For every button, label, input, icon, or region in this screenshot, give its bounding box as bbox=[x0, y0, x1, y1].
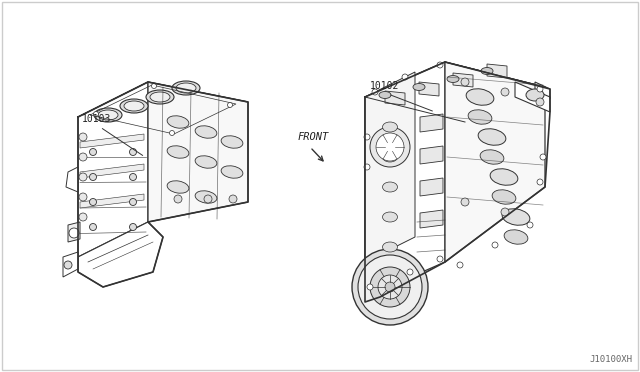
Ellipse shape bbox=[383, 242, 397, 252]
Polygon shape bbox=[63, 252, 78, 277]
Polygon shape bbox=[365, 62, 545, 122]
Ellipse shape bbox=[195, 126, 217, 138]
Polygon shape bbox=[453, 73, 473, 87]
Polygon shape bbox=[78, 82, 148, 257]
Circle shape bbox=[437, 256, 443, 262]
Ellipse shape bbox=[481, 67, 493, 74]
Ellipse shape bbox=[526, 89, 544, 101]
Polygon shape bbox=[80, 134, 144, 148]
Polygon shape bbox=[515, 82, 550, 112]
Ellipse shape bbox=[447, 76, 459, 83]
Text: 10103: 10103 bbox=[82, 114, 111, 124]
Circle shape bbox=[537, 86, 543, 92]
Circle shape bbox=[129, 173, 136, 180]
Polygon shape bbox=[68, 222, 80, 242]
Ellipse shape bbox=[383, 182, 397, 192]
Ellipse shape bbox=[150, 92, 170, 102]
Circle shape bbox=[537, 179, 543, 185]
Circle shape bbox=[461, 78, 469, 86]
Polygon shape bbox=[487, 64, 507, 78]
Circle shape bbox=[372, 89, 378, 95]
Ellipse shape bbox=[221, 136, 243, 148]
Polygon shape bbox=[445, 62, 545, 262]
Circle shape bbox=[536, 98, 544, 106]
Circle shape bbox=[64, 261, 72, 269]
Polygon shape bbox=[78, 82, 248, 137]
Circle shape bbox=[492, 242, 498, 248]
Circle shape bbox=[367, 284, 373, 290]
Ellipse shape bbox=[195, 156, 217, 168]
Ellipse shape bbox=[146, 90, 174, 104]
Circle shape bbox=[540, 154, 546, 160]
Circle shape bbox=[69, 228, 79, 238]
Circle shape bbox=[461, 198, 469, 206]
Polygon shape bbox=[419, 82, 439, 96]
Circle shape bbox=[370, 127, 410, 167]
Ellipse shape bbox=[480, 150, 504, 164]
Ellipse shape bbox=[478, 129, 506, 145]
Circle shape bbox=[358, 255, 422, 319]
Ellipse shape bbox=[383, 212, 397, 222]
Circle shape bbox=[90, 224, 97, 231]
Ellipse shape bbox=[176, 83, 196, 93]
Polygon shape bbox=[365, 62, 445, 297]
Circle shape bbox=[437, 62, 443, 68]
Ellipse shape bbox=[167, 181, 189, 193]
Polygon shape bbox=[535, 82, 550, 99]
Circle shape bbox=[79, 193, 87, 201]
Polygon shape bbox=[420, 178, 443, 196]
Circle shape bbox=[229, 195, 237, 203]
Ellipse shape bbox=[504, 230, 528, 244]
Circle shape bbox=[376, 133, 404, 161]
Circle shape bbox=[352, 249, 428, 325]
Circle shape bbox=[93, 112, 99, 116]
Ellipse shape bbox=[502, 209, 530, 225]
Circle shape bbox=[90, 199, 97, 205]
Circle shape bbox=[402, 74, 408, 80]
Text: 10102: 10102 bbox=[370, 81, 399, 91]
Polygon shape bbox=[420, 146, 443, 164]
Circle shape bbox=[129, 199, 136, 205]
Circle shape bbox=[527, 222, 533, 228]
Polygon shape bbox=[148, 82, 248, 222]
Circle shape bbox=[174, 195, 182, 203]
Polygon shape bbox=[78, 222, 163, 287]
Circle shape bbox=[501, 88, 509, 96]
Circle shape bbox=[79, 153, 87, 161]
Ellipse shape bbox=[98, 110, 118, 120]
Circle shape bbox=[129, 148, 136, 155]
Circle shape bbox=[79, 133, 87, 141]
Polygon shape bbox=[80, 164, 144, 178]
Polygon shape bbox=[385, 91, 405, 105]
Ellipse shape bbox=[221, 166, 243, 178]
Ellipse shape bbox=[94, 108, 122, 122]
Circle shape bbox=[227, 103, 232, 108]
Polygon shape bbox=[365, 72, 415, 262]
Text: J10100XH: J10100XH bbox=[589, 355, 632, 364]
Ellipse shape bbox=[383, 122, 397, 132]
Ellipse shape bbox=[379, 92, 391, 99]
Circle shape bbox=[152, 83, 157, 89]
Text: FRONT: FRONT bbox=[298, 132, 329, 142]
Circle shape bbox=[385, 282, 395, 292]
Ellipse shape bbox=[490, 169, 518, 185]
Circle shape bbox=[364, 164, 370, 170]
Circle shape bbox=[90, 148, 97, 155]
Circle shape bbox=[79, 213, 87, 221]
Circle shape bbox=[170, 131, 175, 135]
Ellipse shape bbox=[383, 152, 397, 162]
Circle shape bbox=[370, 267, 410, 307]
Polygon shape bbox=[420, 114, 443, 132]
Circle shape bbox=[378, 275, 402, 299]
Polygon shape bbox=[80, 194, 144, 208]
Circle shape bbox=[364, 134, 370, 140]
Ellipse shape bbox=[172, 81, 200, 95]
Polygon shape bbox=[420, 210, 443, 228]
Circle shape bbox=[204, 195, 212, 203]
Circle shape bbox=[501, 208, 509, 216]
Ellipse shape bbox=[468, 110, 492, 124]
Ellipse shape bbox=[492, 190, 516, 204]
Circle shape bbox=[457, 262, 463, 268]
Circle shape bbox=[79, 173, 87, 181]
